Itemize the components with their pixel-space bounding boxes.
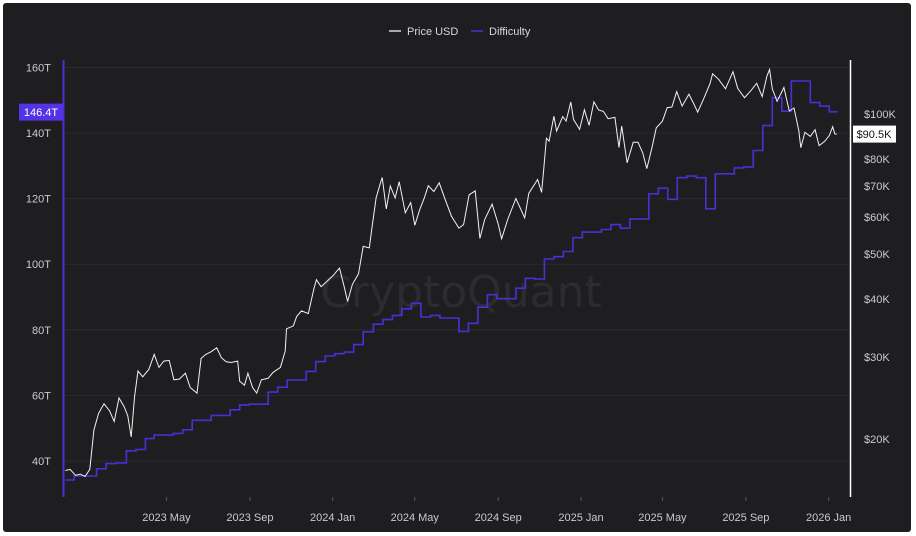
series-difficulty-line[interactable]: [65, 80, 838, 481]
x-tick-label: 2024 May: [391, 512, 440, 524]
x-tick-label: 2023 Sep: [226, 512, 273, 524]
legend-item-price[interactable]: Price USD: [407, 26, 458, 38]
x-tick-label: 2026 Jan: [806, 512, 851, 524]
right-tick-label: $100K: [864, 109, 896, 121]
x-tick-label: 2024 Jan: [310, 512, 355, 524]
right-tick-label: $70K: [864, 181, 890, 193]
x-tick-label: 2025 Jan: [558, 512, 603, 524]
right-tick-label: $30K: [864, 352, 890, 364]
right-tick-label: $50K: [864, 249, 890, 261]
right-axis-ticks: $20K $30K $40K $50K $60K $70K $80K $100K: [864, 109, 896, 446]
grid-lines: [64, 67, 849, 462]
x-tick-label: 2023 May: [142, 512, 191, 524]
watermark-logo: CryptoQuant: [320, 267, 602, 318]
right-tick-label: $40K: [864, 294, 890, 306]
price-current-value: $90.5K: [857, 129, 893, 141]
series-price-line[interactable]: [65, 67, 837, 478]
x-tick-label: 2025 Sep: [722, 512, 769, 524]
chart-canvas: CryptoQuant Price USD Difficulty 40T 60T 8…: [19, 26, 896, 524]
right-tick-label: $60K: [864, 212, 890, 224]
x-tick-label: 2025 May: [638, 512, 687, 524]
right-tick-label: $80K: [864, 154, 890, 166]
price-current-badge: $90.5K: [853, 125, 896, 143]
left-axis-ticks: 40T 60T 80T 100T 120T 140T 160T: [26, 63, 51, 468]
difficulty-current-badge: 146.4T: [19, 103, 63, 121]
left-tick-label: 140T: [26, 128, 51, 140]
right-tick-label: $20K: [864, 434, 890, 446]
difficulty-badge-background: [19, 103, 63, 121]
left-tick-label: 100T: [26, 259, 51, 271]
x-axis-ticks: 2023 May 2023 Sep 2024 Jan 2024 May 2024 Sep…: [142, 497, 851, 524]
difficulty-current-value: 146.4T: [24, 107, 59, 119]
left-tick-label: 120T: [26, 194, 51, 206]
x-tick-label: 2024 Sep: [475, 512, 522, 524]
legend-item-difficulty[interactable]: Difficulty: [489, 26, 531, 38]
left-tick-label: 160T: [26, 63, 51, 75]
left-tick-label: 60T: [32, 390, 51, 402]
left-tick-label: 80T: [32, 325, 51, 337]
chart-panel: CryptoQuant Price USD Difficulty 40T 60T 8…: [3, 3, 911, 532]
price-badge-background: [853, 125, 896, 143]
legend[interactable]: Price USD Difficulty: [389, 26, 531, 38]
left-tick-label: 40T: [32, 456, 51, 468]
